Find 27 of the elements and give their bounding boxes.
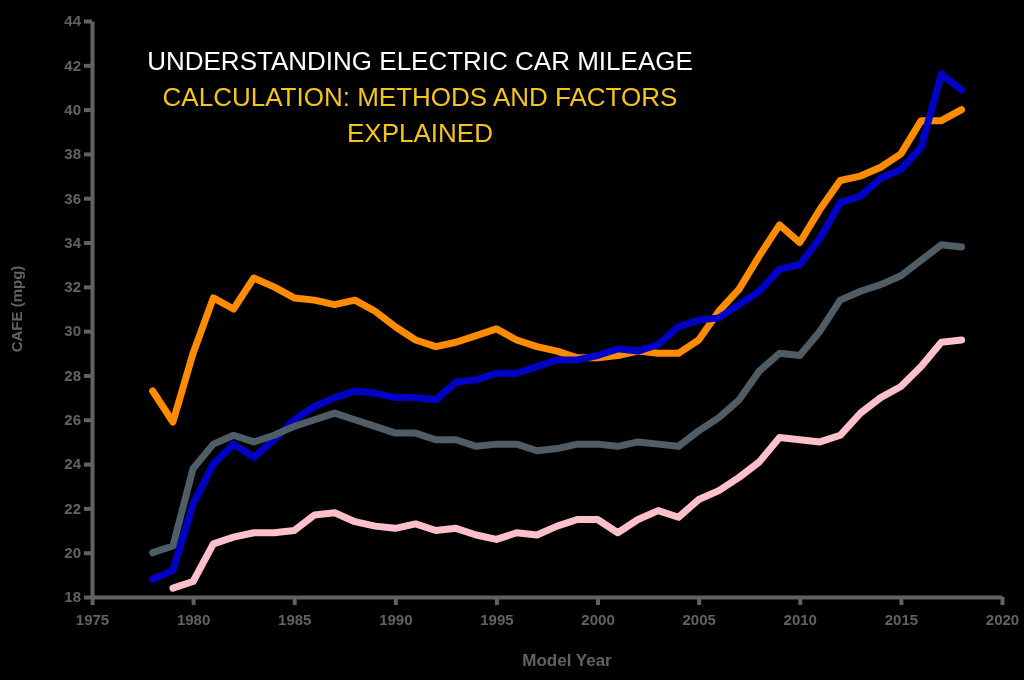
y-axis-title: CAFE (mpg) (8, 265, 25, 353)
x-tick-label: 2010 (783, 610, 817, 628)
y-tick-label: 38 (64, 145, 81, 163)
y-tick-label: 22 (64, 499, 81, 517)
y-tick-label: 28 (64, 366, 81, 384)
x-tick-label: 1975 (75, 610, 110, 628)
y-tick-label: 30 (64, 322, 81, 340)
x-tick-label: 1995 (480, 610, 514, 628)
x-tick-label: 2000 (581, 610, 615, 628)
y-tick-label: 34 (64, 233, 82, 251)
y-tick-label: 44 (64, 12, 82, 30)
x-tick-label: 1980 (176, 610, 211, 628)
y-tick-label: 36 (64, 189, 81, 207)
y-tick-label: 18 (64, 588, 81, 606)
x-tick-label: 1990 (379, 610, 413, 628)
x-tick-label: 2020 (985, 610, 1020, 628)
x-tick-label: 1985 (278, 610, 312, 628)
x-tick-label: 2005 (682, 610, 716, 628)
x-axis-title: Model Year (522, 651, 613, 670)
y-tick-label: 24 (64, 455, 82, 473)
y-tick-label: 42 (64, 56, 81, 74)
y-tick-label: 20 (64, 543, 81, 561)
y-tick-label: 40 (64, 100, 81, 118)
x-tick-label: 2015 (884, 610, 919, 628)
y-tick-label: 32 (64, 278, 81, 296)
text: UNDERSTANDING ELECTRIC CAR MILEAGE CALCULATION: METHODS AND FACTORS EXPLAINED (147, 46, 693, 148)
y-tick-label: 26 (64, 411, 81, 429)
